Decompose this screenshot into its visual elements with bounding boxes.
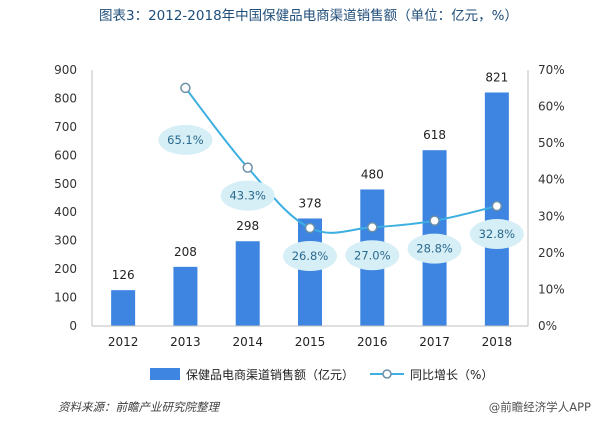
x-tick-label: 2016: [357, 335, 388, 349]
bar-value-label: 821: [485, 70, 508, 84]
growth-point: [180, 82, 191, 94]
axes-group: 0 100 200 300 400 500 600 700 800 900 0% 10% 20% 30% 4…: [54, 63, 565, 349]
y2-tick-label: 30%: [538, 209, 565, 223]
legend-bar-swatch: [150, 368, 180, 380]
bar-value-label: 208: [174, 245, 197, 259]
legend: 保健品电商渠道销售额（亿元） 同比增长（%）: [150, 367, 493, 382]
y2-tick-label: 0%: [538, 319, 557, 333]
x-tick-label: 2013: [170, 335, 201, 349]
y2-tick-label: 40%: [538, 173, 565, 187]
y-tick-label: 200: [54, 262, 77, 276]
y-tick-label: 300: [54, 234, 77, 248]
growth-point: [242, 162, 253, 173]
growth-label-bubble: [158, 124, 213, 155]
y-tick-label: 900: [54, 63, 77, 77]
x-tick-label: 2014: [232, 335, 263, 349]
bar: [111, 290, 136, 326]
bar: [173, 266, 198, 326]
bar-value-label: 618: [423, 128, 446, 142]
source-note: 资料来源：前瞻产业研究院整理: [58, 400, 219, 414]
growth-label-bubble: [407, 233, 462, 264]
y-tick-label: 0: [69, 319, 77, 333]
growth-value-label: 28.8%: [416, 242, 453, 256]
growth-line: [184, 87, 498, 234]
legend-bar-label: 保健品电商渠道销售额（亿元）: [186, 367, 354, 382]
y2-tick-label: 60%: [538, 100, 565, 114]
x-tick-label: 2018: [482, 335, 513, 349]
x-tick-label: 2017: [419, 335, 450, 349]
growth-label-bubble: [345, 240, 400, 271]
growth-value-label: 65.1%: [167, 133, 204, 147]
bar: [298, 218, 322, 326]
growth-point: [304, 222, 316, 234]
legend-line-marker: [382, 369, 392, 379]
growth-value-label: 26.8%: [292, 249, 329, 263]
bars-group: 126 208 298 378 480 618 821: [111, 70, 509, 327]
y-tick-label: 800: [54, 91, 77, 105]
y-tick-label: 100: [54, 291, 77, 305]
legend-line-label: 同比增长（%）: [410, 368, 493, 382]
bar-value-label: 378: [299, 196, 322, 210]
growth-value-label: 27.0%: [354, 248, 391, 262]
growth-value-label: 32.8%: [479, 227, 516, 241]
growth-label-bubble: [283, 240, 337, 271]
x-tick-label: 2015: [295, 335, 326, 349]
bar-value-label: 126: [112, 268, 135, 282]
growth-point: [491, 200, 503, 212]
growth-point: [429, 215, 440, 226]
bar-value-label: 480: [361, 167, 384, 181]
y2-tick-label: 20%: [538, 246, 565, 260]
y2-tick-label: 70%: [538, 63, 565, 77]
growth-point: [367, 222, 378, 233]
growth-label-bubble: [220, 180, 275, 211]
y-tick-label: 700: [54, 120, 77, 134]
chart-title: 图表3：2012-2018年中国保健品电商渠道销售额（单位：亿元，%）: [98, 8, 518, 24]
growth-label-bubble: [469, 219, 524, 250]
y-tick-label: 500: [54, 177, 77, 191]
x-tick-label: 2012: [108, 335, 139, 349]
growth-value-label: 43.3%: [229, 189, 266, 203]
y-tick-label: 400: [54, 205, 77, 219]
growth-line-group: 65.1% 43.3% 26.8% 27.0% 28.8% 32.8%: [158, 82, 524, 271]
bar: [235, 241, 260, 326]
bar-value-label: 298: [236, 219, 259, 233]
y2-tick-label: 50%: [538, 136, 565, 150]
y-tick-label: 600: [54, 148, 77, 162]
brand-label: @前瞻经济学人APP: [488, 400, 591, 414]
y2-tick-label: 10%: [538, 282, 565, 296]
